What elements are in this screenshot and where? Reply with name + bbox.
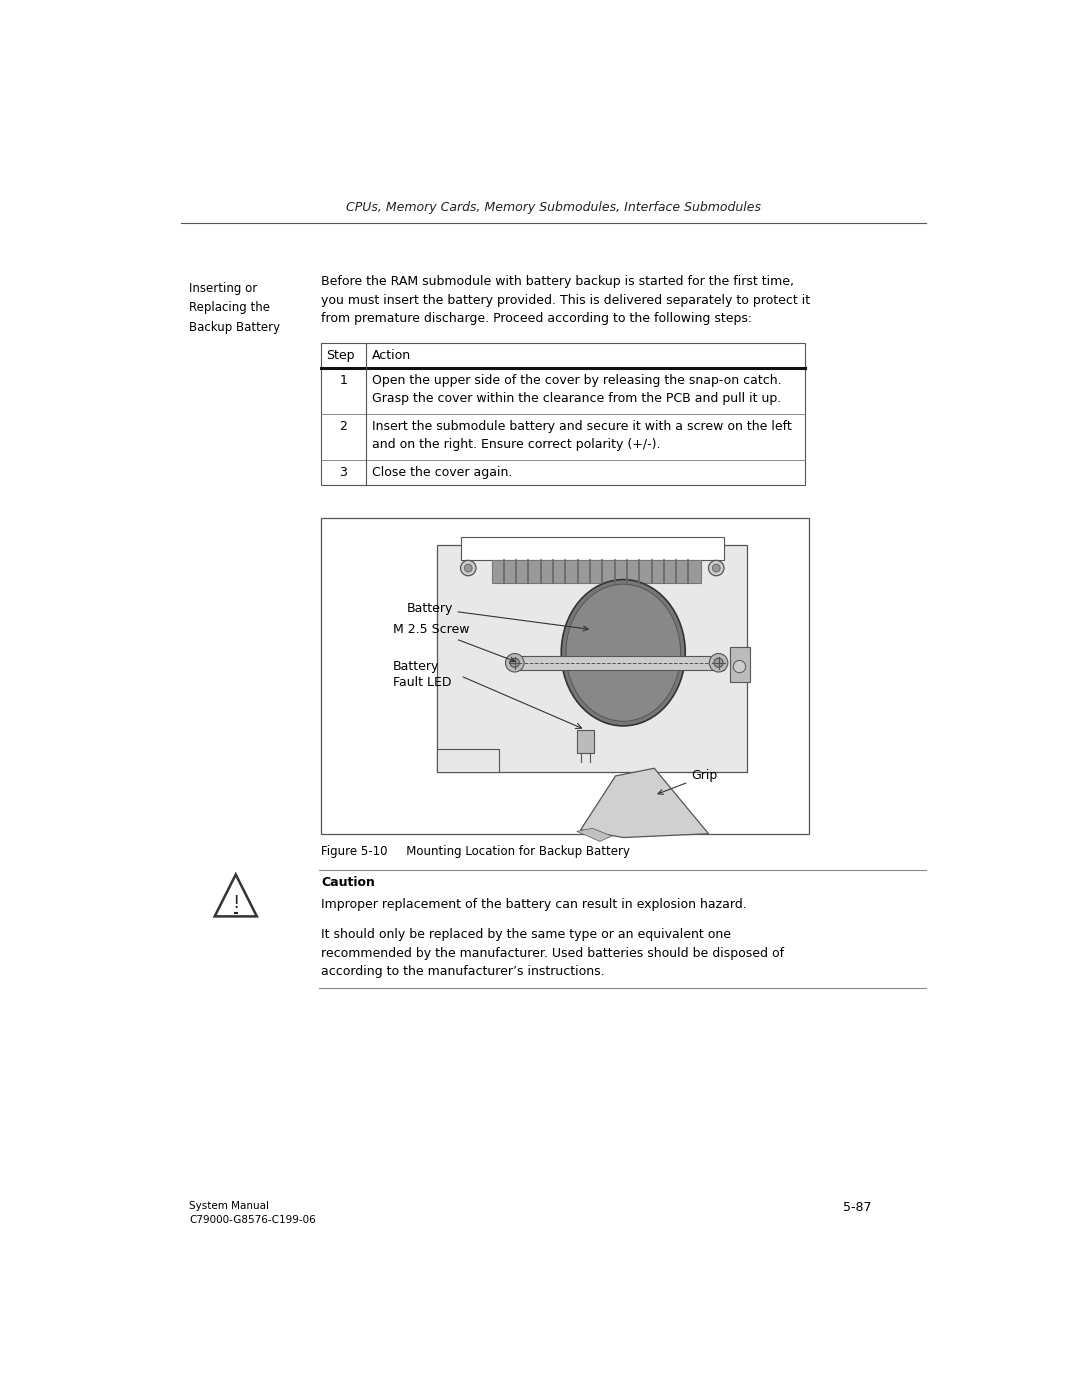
Bar: [515, 655, 724, 669]
Text: Close the cover again.: Close the cover again.: [373, 467, 513, 479]
Bar: [491, 560, 701, 584]
Polygon shape: [577, 828, 611, 841]
Text: M 2.5 Screw: M 2.5 Screw: [393, 623, 515, 662]
Text: Grip: Grip: [658, 770, 718, 795]
Ellipse shape: [562, 580, 685, 726]
Circle shape: [713, 564, 720, 571]
Text: Insert the submodule battery and secure it with a screw on the left
and on the r: Insert the submodule battery and secure …: [373, 420, 792, 451]
Text: Battery
Fault LED: Battery Fault LED: [393, 661, 451, 690]
Text: !: !: [232, 894, 240, 912]
Text: Battery: Battery: [406, 602, 589, 631]
Bar: [437, 749, 499, 773]
Bar: [460, 538, 724, 560]
Circle shape: [510, 658, 519, 668]
Polygon shape: [581, 768, 708, 838]
Text: Action: Action: [373, 349, 411, 362]
Text: CPUs, Memory Cards, Memory Submodules, Interface Submodules: CPUs, Memory Cards, Memory Submodules, I…: [346, 201, 761, 214]
Text: Improper replacement of the battery can result in explosion hazard.: Improper replacement of the battery can …: [321, 898, 746, 911]
Text: System Manual
C79000-G8576-C199-06: System Manual C79000-G8576-C199-06: [189, 1201, 316, 1225]
Circle shape: [464, 564, 472, 571]
Bar: [730, 647, 750, 682]
Text: Figure 5-10     Mounting Location for Backup Battery: Figure 5-10 Mounting Location for Backup…: [321, 845, 630, 858]
Bar: [321, 344, 806, 485]
Text: 3: 3: [339, 467, 348, 479]
Bar: [321, 518, 809, 834]
Text: 5-87: 5-87: [842, 1201, 872, 1214]
Text: Inserting or
Replacing the
Backup Battery: Inserting or Replacing the Backup Batter…: [189, 282, 281, 334]
Circle shape: [505, 654, 524, 672]
Text: 2: 2: [339, 420, 348, 433]
Text: Open the upper side of the cover by releasing the snap-on catch.
Grasp the cover: Open the upper side of the cover by rele…: [373, 374, 782, 405]
Text: Step: Step: [326, 349, 354, 362]
Text: Caution: Caution: [321, 876, 375, 888]
Text: Before the RAM submodule with battery backup is started for the first time,
you : Before the RAM submodule with battery ba…: [321, 275, 810, 326]
Circle shape: [710, 654, 728, 672]
Bar: [577, 729, 594, 753]
Circle shape: [714, 658, 724, 668]
Text: It should only be replaced by the same type or an equivalent one
recommended by : It should only be replaced by the same t…: [321, 929, 784, 978]
Polygon shape: [437, 545, 747, 773]
Ellipse shape: [566, 584, 680, 721]
Circle shape: [733, 661, 745, 673]
Text: 1: 1: [339, 374, 348, 387]
Circle shape: [460, 560, 476, 576]
Polygon shape: [215, 875, 257, 916]
Circle shape: [708, 560, 724, 576]
